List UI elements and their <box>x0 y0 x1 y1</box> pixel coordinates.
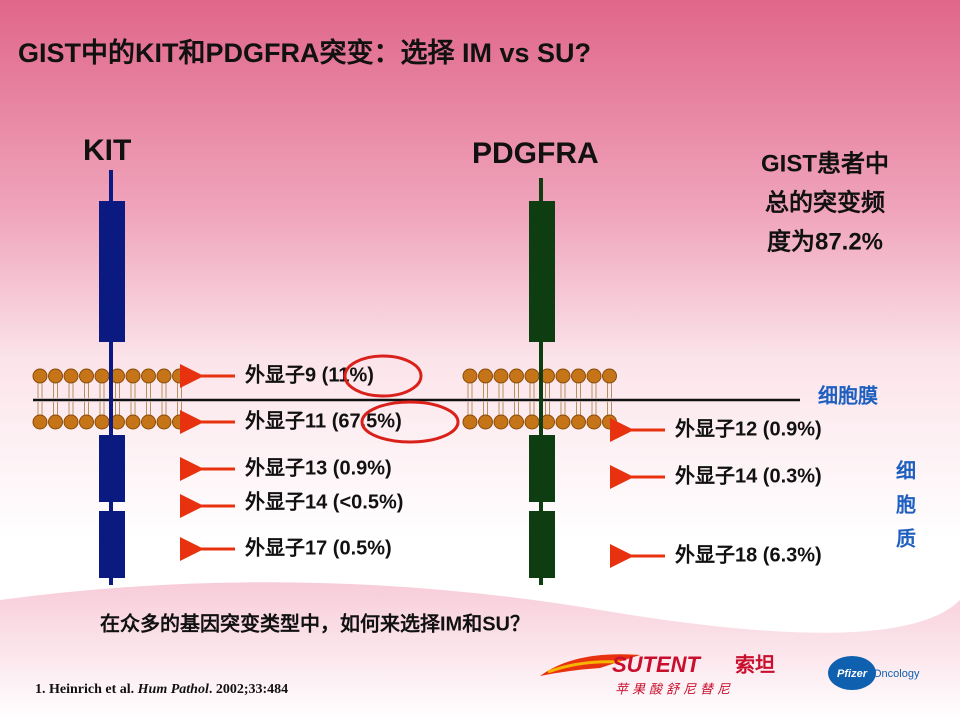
ref-details: . 2002;33:484 <box>209 682 288 697</box>
exon-label: 外显子17 (0.5%) <box>245 535 392 559</box>
lipid-head <box>509 368 524 384</box>
exon-label: 外显子14 (0.3%) <box>675 463 822 487</box>
summary: GIST患者中 总的突变频 度为87.2% <box>761 149 889 255</box>
lipid-head <box>125 414 141 430</box>
lipid-head <box>555 414 571 430</box>
receptor-name: PDGFRA <box>472 137 599 170</box>
summary-line: 度为87.2% <box>767 227 883 255</box>
brand-cn: 索坦 <box>735 652 775 676</box>
domain <box>529 435 555 502</box>
lipid-head <box>478 414 493 430</box>
domain <box>99 511 125 578</box>
domain <box>529 511 555 578</box>
exon-label: 外显子14 (<0.5%) <box>245 489 403 513</box>
lipid-head <box>32 368 48 384</box>
company: Pfizer <box>837 668 868 680</box>
lipid-head <box>493 368 509 384</box>
lipid-head <box>94 414 110 430</box>
exon-label: 外显子9 (11%) <box>245 362 374 386</box>
lipid-head <box>32 414 48 430</box>
lipid-head <box>63 414 79 430</box>
domain <box>99 201 125 342</box>
pfizer-logo: Pfizer Oncology <box>828 656 920 690</box>
cytoplasm-char: 质 <box>896 527 916 550</box>
exon-label: 外显子13 (0.9%) <box>245 455 392 479</box>
lipid-head <box>493 414 509 430</box>
kit-receptor <box>99 170 125 585</box>
domain <box>99 435 125 502</box>
lipid-head <box>586 368 602 384</box>
lipid-head <box>586 414 602 430</box>
title: GIST中的KIT和PDGFRA突变：选择 IM vs SU? <box>18 37 591 68</box>
domain <box>529 201 555 342</box>
division: Oncology <box>873 668 920 680</box>
lipid-head <box>524 368 540 384</box>
lipid-head <box>156 368 172 384</box>
membrane-lipids <box>32 368 617 430</box>
lipid-head <box>172 368 187 384</box>
generic-cn: 苹果酸舒尼替尼 <box>615 681 734 696</box>
lipid-head <box>571 368 586 384</box>
summary-line: GIST患者中 <box>761 149 889 177</box>
summary-line: 总的突变频 <box>765 188 885 216</box>
highlight-circle <box>343 354 423 398</box>
sutent-logo: SUTENT 索坦 苹果酸舒尼替尼 <box>540 652 775 696</box>
lipid-head <box>509 414 524 430</box>
lipid-head <box>94 368 110 384</box>
lipid-head <box>172 414 187 430</box>
lipid-head <box>63 368 79 384</box>
lipid-head <box>602 368 617 384</box>
lipid-head <box>524 414 540 430</box>
wave <box>0 582 960 720</box>
exon-label: 外显子11 (67.5%) <box>245 408 402 432</box>
lipid-head <box>602 414 617 430</box>
lipid-head <box>141 414 156 430</box>
reference: 1. Heinrich et al. Hum Pathol. 2002;33:4… <box>35 682 288 697</box>
lipid-head <box>478 368 493 384</box>
cytoplasm-char: 胞 <box>896 492 916 516</box>
logo-swoosh <box>547 660 621 674</box>
highlight-circle <box>360 400 460 444</box>
lipid-head <box>462 368 478 384</box>
logo-swoosh <box>540 654 640 676</box>
lipid-head <box>79 368 94 384</box>
lipid-head <box>571 414 586 430</box>
exon-label: 外显子12 (0.9%) <box>675 416 822 440</box>
kit-exons: 外显子9 (11%) 外显子11 (67.5%) 外显子13 (0.9%) 外显… <box>245 362 403 559</box>
lipid-head <box>555 368 571 384</box>
logo-oval <box>828 656 876 690</box>
pdgfra-exons: 外显子12 (0.9%) 外显子14 (0.3%) 外显子18 (6.3%) <box>675 416 822 566</box>
question: 在众多的基因突变类型中，如何来选择IM和SU？ <box>100 611 530 635</box>
lipid-head <box>79 414 94 430</box>
lipid-head <box>48 414 63 430</box>
lipid-head <box>156 414 172 430</box>
membrane-label: 细胞膜 <box>818 383 878 407</box>
arrows <box>180 364 665 568</box>
pdgfra-receptor <box>529 178 555 585</box>
brand: SUTENT <box>612 652 702 677</box>
cytoplasm-label: 细 胞 质 <box>896 458 916 550</box>
exon-label: 外显子18 (6.3%) <box>675 542 822 566</box>
receptor-name: KIT <box>83 134 131 167</box>
lipid-head <box>48 368 63 384</box>
lipid-head <box>462 414 478 430</box>
lipid-head <box>141 368 156 384</box>
lipid-head <box>125 368 141 384</box>
ref-authors: 1. Heinrich et al. <box>35 682 134 697</box>
ref-journal: Hum Pathol <box>137 682 209 697</box>
cytoplasm-char: 细 <box>896 458 916 482</box>
